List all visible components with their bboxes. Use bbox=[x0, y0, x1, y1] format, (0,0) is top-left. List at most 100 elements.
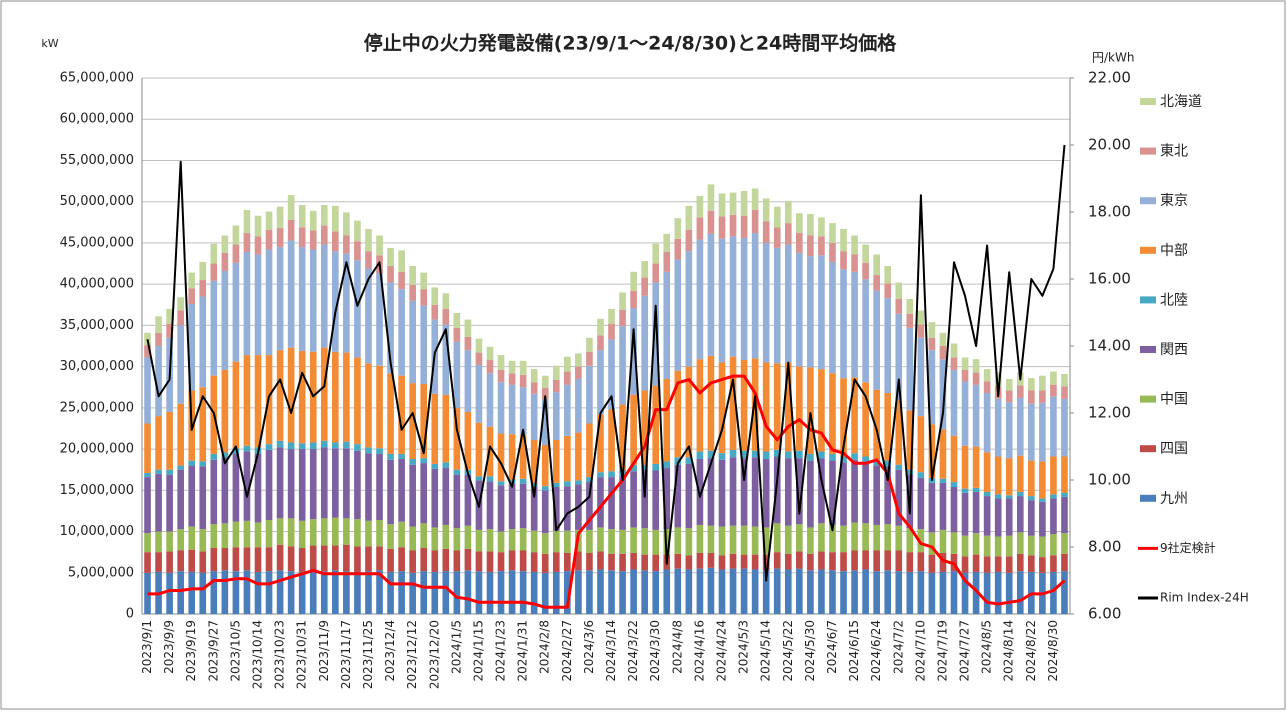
y-tick-label: 0 bbox=[126, 607, 134, 622]
bar-segment bbox=[519, 528, 527, 551]
bar-segment bbox=[796, 252, 803, 367]
bar-segment bbox=[475, 476, 483, 481]
bar-segment bbox=[1016, 496, 1024, 533]
bar-segment bbox=[354, 450, 361, 520]
bar-segment bbox=[729, 192, 737, 215]
bar-segment bbox=[1061, 456, 1068, 493]
bar-segment bbox=[564, 481, 571, 487]
y-axis-unit: kW bbox=[41, 37, 58, 50]
bar-segment bbox=[177, 297, 184, 311]
bar-segment bbox=[950, 357, 958, 370]
bar-segment bbox=[431, 393, 439, 464]
x-tick-label: 2024/1/5 bbox=[449, 620, 463, 674]
bar-segment bbox=[597, 414, 604, 473]
bar-segment bbox=[232, 454, 240, 522]
bar-segment bbox=[884, 570, 892, 614]
bar-segment bbox=[873, 459, 880, 466]
bar-segment bbox=[674, 568, 682, 614]
bar-segment bbox=[232, 361, 240, 449]
x-tick-label: 2024/3/14 bbox=[604, 620, 618, 682]
bar-segment bbox=[762, 451, 770, 459]
x-tick-label: 2024/7/19 bbox=[935, 620, 949, 682]
bar-segment bbox=[243, 451, 251, 521]
bar-segment bbox=[398, 375, 405, 455]
bar-segment bbox=[796, 233, 803, 253]
bar-segment bbox=[729, 553, 737, 569]
bar-segment bbox=[332, 442, 339, 449]
bar-segment bbox=[917, 337, 925, 417]
bar-segment bbox=[254, 236, 262, 255]
bar-segment bbox=[862, 569, 869, 614]
bar-segment bbox=[453, 407, 461, 470]
legend-label: 北海道 bbox=[1160, 94, 1202, 110]
bar-segment bbox=[1050, 384, 1057, 397]
bar-segment bbox=[829, 524, 836, 553]
bar-segment bbox=[784, 458, 792, 526]
bar-segment bbox=[740, 360, 748, 451]
bar-segment bbox=[773, 449, 781, 457]
bar-segment bbox=[221, 235, 229, 253]
bar-segment bbox=[519, 483, 527, 529]
y-tick-label: 15,000,000 bbox=[60, 483, 134, 498]
x-tick-label: 2024/3/22 bbox=[626, 620, 640, 682]
bar-segment bbox=[1039, 498, 1046, 502]
bar-segment bbox=[575, 570, 582, 614]
bar-segment bbox=[762, 458, 770, 528]
bar-segment bbox=[718, 555, 726, 570]
bar-segment bbox=[541, 388, 549, 400]
bar-segment bbox=[442, 394, 450, 463]
bar-segment bbox=[784, 244, 792, 363]
bar-segment bbox=[144, 423, 151, 473]
bar-segment bbox=[486, 571, 494, 614]
bar-segment bbox=[840, 525, 847, 553]
bar-segment bbox=[829, 261, 836, 374]
bar-segment bbox=[254, 254, 262, 356]
bar-segment bbox=[608, 323, 615, 340]
bar-segment bbox=[762, 221, 770, 243]
bar-segment bbox=[586, 423, 593, 478]
bar-segment bbox=[829, 454, 836, 461]
bar-segment bbox=[972, 359, 980, 373]
legend-swatch bbox=[1140, 296, 1156, 304]
bar-segment bbox=[298, 350, 306, 444]
bar-segment bbox=[232, 244, 240, 263]
bar-segment bbox=[155, 332, 162, 346]
bar-segment bbox=[387, 373, 394, 455]
legend-swatch bbox=[1140, 98, 1156, 105]
bar-segment bbox=[1005, 495, 1013, 499]
bar-segment bbox=[740, 554, 748, 569]
bar-segment bbox=[851, 522, 858, 551]
bar-segment bbox=[453, 474, 461, 529]
bar-segment bbox=[420, 383, 428, 459]
bar-segment bbox=[155, 531, 162, 553]
bar-segment bbox=[784, 362, 792, 452]
bar-segment bbox=[619, 292, 626, 310]
bar-segment bbox=[398, 271, 405, 290]
bar-segment bbox=[1028, 555, 1035, 572]
bar-segment bbox=[453, 528, 461, 551]
y2-tick-label: 8.00 bbox=[1088, 538, 1121, 556]
bar-segment bbox=[365, 251, 372, 269]
bar-segment bbox=[1050, 494, 1057, 499]
bar-segment bbox=[298, 247, 306, 351]
y-tick-label: 60,000,000 bbox=[60, 112, 134, 127]
bar-segment bbox=[851, 550, 858, 571]
bar-segment bbox=[751, 233, 759, 359]
bar-segment bbox=[387, 524, 394, 549]
bar-segment bbox=[917, 529, 925, 553]
bar-segment bbox=[1050, 371, 1057, 385]
bar-segment bbox=[1061, 571, 1068, 614]
bar-segment bbox=[475, 571, 483, 614]
bar-segment bbox=[232, 225, 240, 245]
bar-segment bbox=[552, 552, 560, 572]
bar-segment bbox=[398, 521, 405, 548]
bar-segment bbox=[398, 454, 405, 459]
bar-segment bbox=[575, 551, 582, 571]
bar-segment bbox=[619, 404, 626, 471]
bar-segment bbox=[818, 255, 825, 370]
bar-segment bbox=[332, 448, 339, 518]
bar-segment bbox=[420, 571, 428, 614]
bar-segment bbox=[265, 519, 273, 548]
bar-segment bbox=[1016, 397, 1024, 456]
bar-segment bbox=[608, 308, 615, 324]
